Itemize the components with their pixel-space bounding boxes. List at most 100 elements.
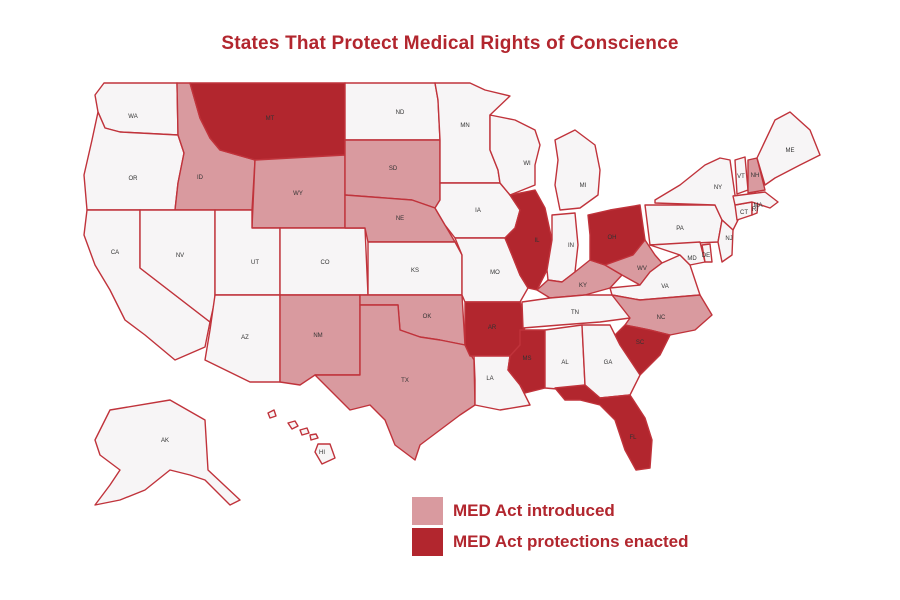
state-label-ky: KY <box>579 283 587 289</box>
state-il[interactable]: IL <box>504 189 553 291</box>
map-title: States That Protect Medical Rights of Co… <box>221 33 679 54</box>
state-label-la: LA <box>486 376 493 382</box>
state-shape-nd[interactable] <box>344 82 441 141</box>
state-fl[interactable]: FL <box>554 384 653 471</box>
state-nd[interactable]: ND <box>344 82 441 141</box>
state-label-ct: CT <box>740 210 748 216</box>
state-label-mo: MO <box>490 270 500 276</box>
state-label-tx: TX <box>401 378 409 384</box>
state-label-va: VA <box>661 284 669 290</box>
state-shape-hi[interactable] <box>287 420 299 430</box>
state-shape-me[interactable] <box>756 111 821 186</box>
state-shape-nj[interactable] <box>717 219 734 263</box>
state-shape-de[interactable] <box>701 243 713 263</box>
state-label-de: DE <box>702 253 710 259</box>
state-label-nd: ND <box>396 110 405 116</box>
state-shape-mi[interactable] <box>554 129 601 211</box>
state-label-ks: KS <box>411 268 419 274</box>
state-shape-md[interactable] <box>649 241 706 266</box>
state-shape-pa[interactable] <box>644 204 723 246</box>
state-shape-hi[interactable] <box>314 443 336 465</box>
state-nc[interactable]: NC <box>611 294 713 336</box>
state-label-vt: VT <box>737 174 745 180</box>
legend-swatch-enacted <box>412 527 443 556</box>
state-label-ne: NE <box>396 216 404 222</box>
state-label-wy: WY <box>293 191 303 197</box>
state-label-mn: MN <box>460 123 469 129</box>
state-shape-al[interactable] <box>544 324 586 391</box>
state-shape-wa[interactable] <box>94 82 179 136</box>
state-label-ny: NY <box>714 185 722 191</box>
state-shape-ma[interactable] <box>732 191 779 209</box>
state-label-ri: RI <box>752 207 758 213</box>
legend-swatch-introduced <box>412 496 443 525</box>
state-label-md: MD <box>687 256 697 262</box>
state-label-ak: AK <box>161 438 169 444</box>
state-shape-nm[interactable] <box>279 294 361 386</box>
state-az[interactable]: AZ <box>204 294 281 383</box>
state-label-wv: WV <box>637 266 647 272</box>
state-nh[interactable]: NH <box>747 157 766 194</box>
state-vt[interactable]: VT <box>734 156 749 195</box>
state-label-sd: SD <box>389 166 398 172</box>
state-label-al: AL <box>561 360 569 366</box>
state-shape-hi[interactable] <box>299 427 310 436</box>
legend-item-enacted: MED Act protections enacted <box>412 526 689 557</box>
state-label-in: IN <box>568 243 574 249</box>
state-de[interactable]: DE <box>701 243 713 263</box>
state-nj[interactable]: NJ <box>717 219 734 263</box>
state-al[interactable]: AL <box>544 324 586 391</box>
state-label-il: IL <box>534 238 540 244</box>
state-label-oh: OH <box>608 235 617 241</box>
state-label-mi: MI <box>580 183 587 189</box>
state-label-co: CO <box>321 260 330 266</box>
state-ak[interactable]: AK <box>94 399 241 506</box>
state-label-wi: WI <box>523 161 531 167</box>
state-hi[interactable]: HI <box>267 409 336 465</box>
state-mi[interactable]: MI <box>554 129 601 211</box>
state-wi[interactable]: WI <box>489 114 541 196</box>
state-label-ms: MS <box>523 356 532 362</box>
state-label-tn: TN <box>571 310 579 316</box>
state-label-az: AZ <box>241 335 249 341</box>
state-wa[interactable]: WA <box>94 82 179 136</box>
legend-label-enacted: MED Act protections enacted <box>453 531 689 551</box>
state-pa[interactable]: PA <box>644 204 723 246</box>
legend-item-introduced: MED Act introduced <box>412 495 689 526</box>
state-label-ok: OK <box>423 314 432 320</box>
state-label-hi: HI <box>319 450 325 456</box>
state-shape-hi[interactable] <box>309 433 319 441</box>
state-label-nm: NM <box>313 333 322 339</box>
state-label-ut: UT <box>251 260 259 266</box>
state-shape-nh[interactable] <box>747 157 766 194</box>
state-label-nc: NC <box>657 315 666 321</box>
state-shape-hi[interactable] <box>267 409 277 419</box>
state-label-wa: WA <box>128 114 137 120</box>
state-tx[interactable]: TX <box>314 304 476 461</box>
state-shape-il[interactable] <box>504 189 553 291</box>
state-me[interactable]: ME <box>756 111 821 186</box>
state-label-ca: CA <box>111 250 119 256</box>
state-label-pa: PA <box>676 226 684 232</box>
state-md[interactable]: MD <box>649 241 706 266</box>
state-label-nj: NJ <box>725 236 732 242</box>
state-shape-tx[interactable] <box>314 304 476 461</box>
state-ma[interactable]: MA <box>732 191 779 209</box>
state-shape-fl[interactable] <box>554 384 653 471</box>
state-nm[interactable]: NM <box>279 294 361 386</box>
state-label-ma: MA <box>754 203 763 209</box>
state-shape-wi[interactable] <box>489 114 541 196</box>
state-label-id: ID <box>197 175 204 181</box>
legend-label-introduced: MED Act introduced <box>453 500 615 520</box>
state-label-sc: SC <box>636 340 645 346</box>
state-label-me: ME <box>786 148 795 154</box>
state-wy[interactable]: WY <box>251 154 346 229</box>
state-shape-ak[interactable] <box>94 399 241 506</box>
state-label-ia: IA <box>475 208 481 214</box>
state-ks[interactable]: KS <box>367 241 463 296</box>
state-label-fl: FL <box>629 435 637 441</box>
state-shape-nc[interactable] <box>611 294 713 336</box>
state-in[interactable]: IN <box>546 212 579 283</box>
state-co[interactable]: CO <box>279 227 369 296</box>
